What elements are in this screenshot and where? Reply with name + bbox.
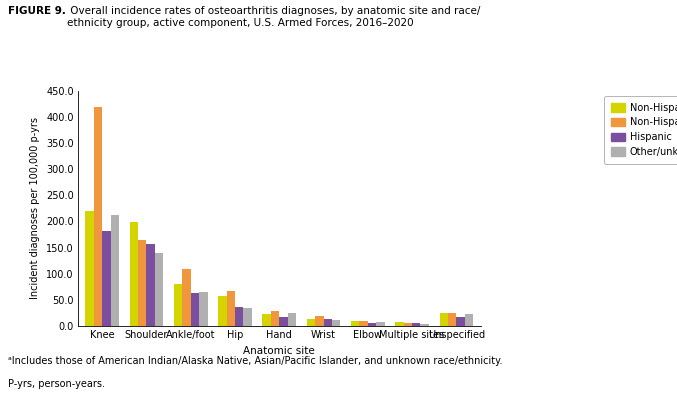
X-axis label: Anatomic site: Anatomic site bbox=[244, 346, 315, 356]
Text: Overall incidence rates of osteoarthritis diagnoses, by anatomic site and race/
: Overall incidence rates of osteoarthriti… bbox=[67, 6, 481, 28]
Bar bbox=[85, 211, 94, 326]
Bar bbox=[395, 322, 403, 326]
Bar bbox=[174, 284, 182, 326]
Bar bbox=[94, 107, 102, 326]
Bar bbox=[263, 314, 271, 326]
Legend: Non-Hispanic White, Non-Hispanic Black, Hispanic, Other/unknownᵃ: Non-Hispanic White, Non-Hispanic Black, … bbox=[605, 96, 677, 164]
Bar bbox=[420, 324, 429, 326]
Bar bbox=[351, 321, 359, 326]
Bar bbox=[315, 316, 324, 326]
Bar bbox=[155, 253, 163, 326]
Bar bbox=[332, 320, 341, 326]
Bar bbox=[376, 322, 385, 326]
Bar bbox=[412, 323, 420, 326]
Bar bbox=[448, 313, 456, 326]
Bar bbox=[102, 231, 110, 326]
Bar bbox=[324, 318, 332, 326]
Bar bbox=[191, 293, 199, 326]
Bar bbox=[439, 313, 448, 326]
Bar bbox=[271, 311, 279, 326]
Bar bbox=[359, 321, 368, 326]
Bar bbox=[464, 314, 473, 326]
Bar bbox=[288, 313, 296, 326]
Bar bbox=[130, 222, 138, 326]
Bar bbox=[235, 307, 244, 326]
Bar bbox=[244, 308, 252, 326]
Bar bbox=[403, 323, 412, 326]
Text: P-yrs, person-years.: P-yrs, person-years. bbox=[8, 379, 105, 389]
Bar bbox=[218, 295, 227, 326]
Bar bbox=[456, 317, 464, 326]
Text: FIGURE 9.: FIGURE 9. bbox=[8, 6, 66, 16]
Bar bbox=[227, 292, 235, 326]
Bar bbox=[368, 323, 376, 326]
Bar bbox=[279, 317, 288, 326]
Bar bbox=[182, 269, 191, 326]
Bar bbox=[199, 292, 208, 326]
Y-axis label: Incident diagnoses per 100,000 p-yrs: Incident diagnoses per 100,000 p-yrs bbox=[30, 117, 41, 299]
Bar bbox=[138, 240, 146, 326]
Bar bbox=[307, 318, 315, 326]
Bar bbox=[110, 215, 119, 326]
Bar bbox=[146, 244, 155, 326]
Text: ᵃIncludes those of American Indian/Alaska Native, Asian/Pacific Islander, and un: ᵃIncludes those of American Indian/Alask… bbox=[8, 356, 502, 365]
